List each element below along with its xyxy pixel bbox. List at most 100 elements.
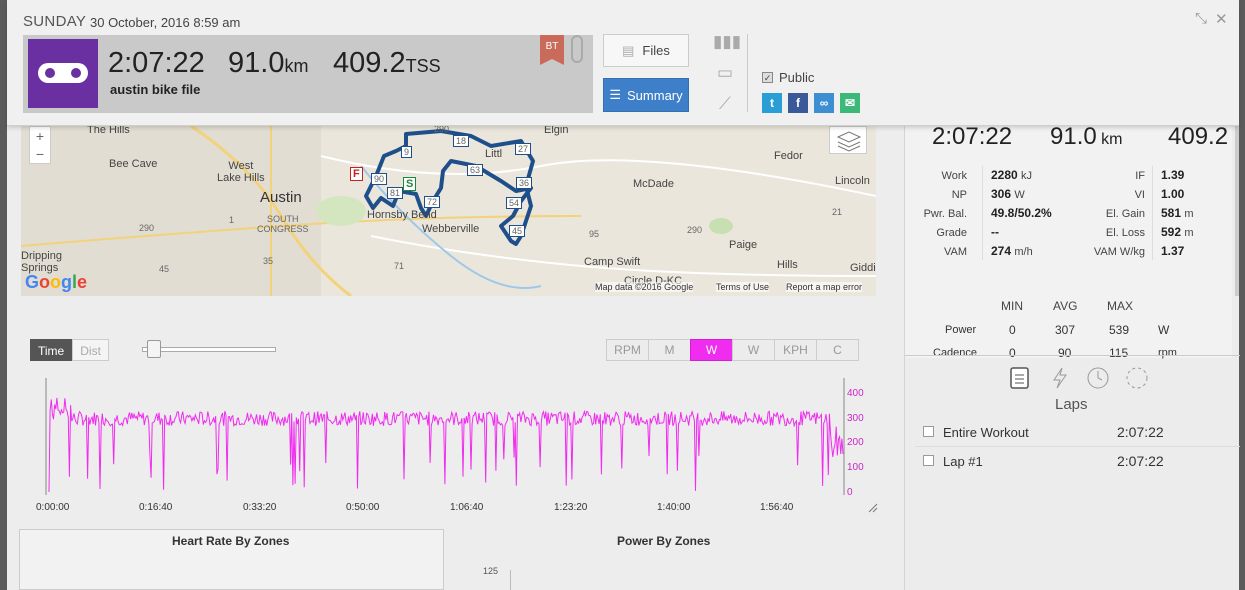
stat-value: 1.37 [1161, 244, 1185, 258]
tab-rpm[interactable]: RPM [606, 339, 649, 361]
dashed-circle-icon[interactable] [1125, 366, 1149, 396]
tab-m[interactable]: M [648, 339, 691, 361]
stat-label: NP [951, 189, 967, 201]
col-max: MAX [1107, 299, 1134, 313]
sidebar-tss: 409.2 [1168, 123, 1229, 150]
road-shield: 71 [394, 261, 405, 271]
stat-label: El. Loss [1105, 227, 1145, 239]
y-tick: 100 [847, 462, 864, 473]
map-label: Bee Cave [109, 158, 158, 170]
x-tick: 0:16:40 [139, 502, 173, 513]
map-label: Dripping Springs [21, 250, 62, 274]
workout-header: SUNDAY 30 October, 2016 8:59 am 2:07:22 … [7, 0, 1239, 126]
stat-value: 581 m [1161, 206, 1194, 220]
y-tick: 300 [847, 413, 864, 424]
stats-panel: 2:07:22 91.0 km 409.2 Work 2280 kJ NP 306 W… [905, 123, 1232, 360]
heart-rate-zones-panel [19, 529, 444, 590]
map-label: Lincoln [835, 175, 870, 187]
list-icon: ☰ [609, 87, 622, 102]
tab-c[interactable]: C [816, 339, 859, 361]
files-button[interactable]: ▤ Files [603, 34, 689, 67]
line-chart-icon[interactable]: ⟋ [719, 94, 731, 113]
zoom-slider-handle[interactable] [147, 340, 161, 358]
stat-value: 1.39 [1161, 168, 1185, 182]
lap-checkbox[interactable] [923, 426, 934, 437]
sidebar-scrollbar[interactable] [1235, 126, 1239, 296]
route-map[interactable]: + − The Hills Bee Cave West Lake Hills Au… [21, 126, 876, 296]
map-background [21, 126, 876, 296]
map-label: Hornsby Bend [367, 209, 437, 221]
stat-label: VI [1134, 189, 1145, 201]
power-min: 0 [1009, 323, 1016, 337]
clock-icon[interactable] [1086, 366, 1110, 396]
map-report-link[interactable]: Report a map error [786, 282, 863, 292]
bar-chart-icon[interactable]: ▮▮▮ [713, 32, 742, 51]
map-label: Austin [260, 189, 302, 206]
power-zones-title: Power By Zones [617, 534, 711, 548]
y-tick: 200 [847, 437, 864, 448]
lightning-icon[interactable] [1049, 366, 1071, 396]
minimize-icon[interactable]: ⤡ [1195, 10, 1208, 27]
lap-row[interactable]: Lap #1 2:07:22 [915, 447, 1240, 476]
route-marker: 72 [424, 196, 441, 208]
stat-label: Work [941, 170, 967, 182]
workout-datetime: 30 October, 2016 8:59 am [90, 15, 241, 30]
route-marker: 36 [516, 177, 533, 189]
route-marker: 9 [401, 146, 413, 158]
workout-day: SUNDAY [23, 13, 87, 30]
stat-label: Grade [936, 227, 967, 239]
route-marker: 45 [509, 225, 526, 237]
lap-row[interactable]: Entire Workout 2:07:22 [915, 418, 1240, 447]
public-toggle[interactable]: ✓ Public [762, 70, 815, 85]
public-checkbox[interactable]: ✓ [762, 72, 773, 83]
stat-value: 1.00 [1161, 187, 1185, 201]
power-max: 539 [1109, 323, 1130, 337]
power-zones-axis-label: 125 [483, 566, 499, 576]
bike-chain-icon [28, 39, 98, 108]
toggle-dist[interactable]: Dist [72, 339, 109, 361]
power-zones-axis [510, 570, 511, 590]
comment-icon[interactable]: ▭ [716, 63, 734, 82]
stat-value: -- [991, 225, 999, 239]
power-series-line [48, 397, 844, 493]
facebook-icon[interactable]: f [788, 93, 808, 113]
twitter-icon[interactable]: t [762, 93, 782, 113]
power-graph[interactable] [21, 372, 881, 520]
summary-duration: 2:07:22 [108, 47, 205, 79]
email-icon[interactable]: ✉ [840, 93, 860, 113]
map-terms-link[interactable]: Terms of Use [716, 282, 770, 292]
bt-badge[interactable]: BT [540, 35, 564, 65]
stat-label: El. Gain [1105, 208, 1145, 220]
y-tick: 400 [847, 388, 864, 399]
paperclip-icon[interactable] [571, 35, 583, 63]
stat-value: 2280 kJ [991, 168, 1033, 182]
lap-time: 2:07:22 [1117, 424, 1164, 440]
metric-tabs: RPM M W W KPH C [606, 339, 859, 361]
zoom-slider-track[interactable] [142, 347, 276, 352]
summary-button[interactable]: ☰ Summary [603, 78, 689, 112]
map-label: Hills [777, 259, 798, 271]
road-shield: 45 [159, 264, 170, 274]
link-icon[interactable]: ∞ [814, 93, 834, 113]
map-label: Camp Swift [584, 256, 641, 268]
map-layers-icon[interactable] [829, 126, 867, 154]
workout-summary-card: 2:07:22 91.0km 409.2TSS austin bike file… [23, 35, 593, 113]
sidebar-distance: 91.0 km [1050, 123, 1123, 150]
power-unit: W [1158, 323, 1170, 337]
header-divider [747, 34, 748, 112]
road-shield: 21 [832, 207, 843, 217]
cadence-unit: rpm [1158, 347, 1177, 359]
map-label: Elgin [544, 126, 569, 136]
stat-label: VAM [943, 246, 967, 258]
tab-w[interactable]: W [732, 339, 775, 361]
summary-distance: 91.0km [228, 47, 309, 79]
tab-w-active[interactable]: W [690, 339, 733, 361]
stat-label: Pwr. Bal. [923, 208, 967, 220]
stat-label: IF [1135, 170, 1145, 182]
laps-icon[interactable] [1009, 366, 1031, 396]
zoom-out-button[interactable]: + − [29, 126, 51, 164]
close-icon[interactable]: ✕ [1215, 11, 1228, 28]
toggle-time[interactable]: Time [30, 339, 73, 361]
lap-checkbox[interactable] [923, 455, 934, 466]
tab-kph[interactable]: KPH [774, 339, 817, 361]
